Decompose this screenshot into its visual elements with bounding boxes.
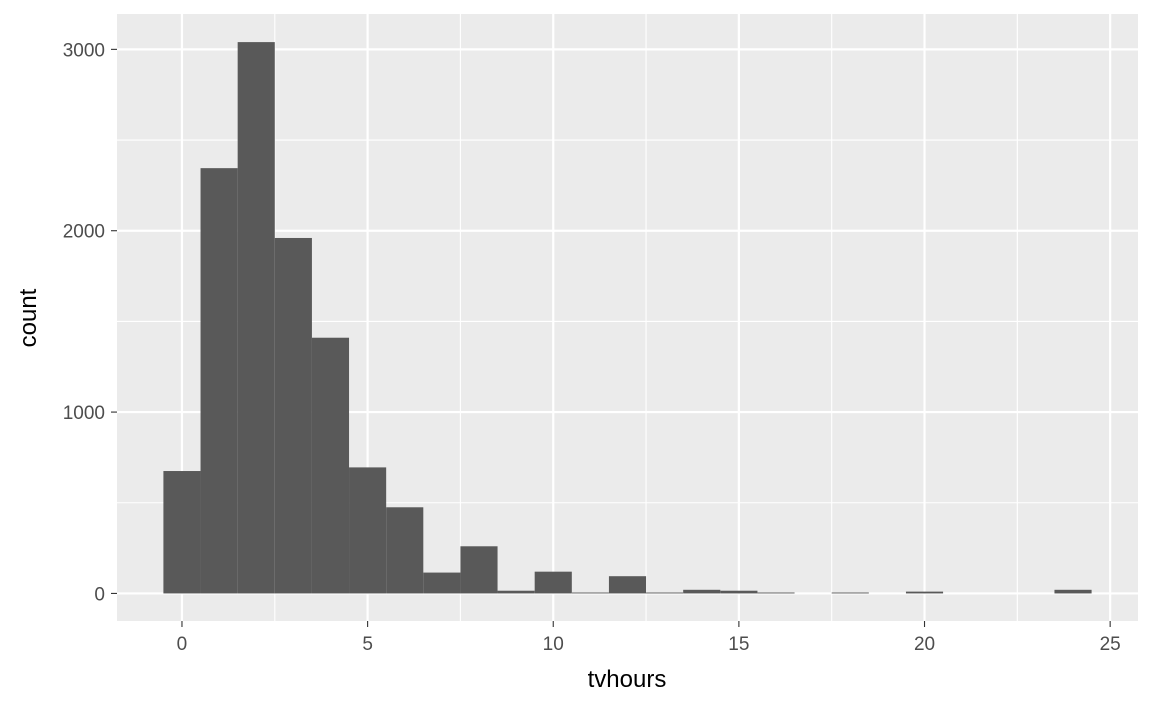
x-tick-label: 25 xyxy=(1100,634,1121,655)
y-axis-title: count xyxy=(15,288,42,347)
x-tick-label: 0 xyxy=(177,634,188,655)
histogram-bar xyxy=(423,572,461,594)
histogram-bars xyxy=(163,42,1092,594)
histogram-bar xyxy=(311,337,350,594)
histogram-bar xyxy=(349,467,387,594)
x-axis-title: tvhours xyxy=(588,666,667,693)
x-tick-label: 15 xyxy=(728,634,749,655)
histogram-bar xyxy=(683,589,721,594)
histogram-bar xyxy=(237,42,275,594)
y-tick-label: 2000 xyxy=(63,222,105,243)
histogram-bar xyxy=(497,590,535,594)
histogram-bar xyxy=(608,576,647,594)
histogram-bar xyxy=(386,507,424,594)
histogram-bar xyxy=(1054,589,1092,594)
histogram-bar xyxy=(274,237,312,594)
x-tick-label: 10 xyxy=(543,634,564,655)
histogram-bar xyxy=(831,592,869,594)
x-tick-label: 20 xyxy=(914,634,935,655)
histogram-bar xyxy=(534,571,572,594)
histogram-bar xyxy=(571,592,609,594)
x-tick-label: 5 xyxy=(362,634,373,655)
histogram-bar xyxy=(646,592,684,594)
y-tick-label: 3000 xyxy=(63,40,105,61)
minor-gridlines xyxy=(117,14,1138,621)
x-axis: 0 5 10 15 20 25 xyxy=(177,621,1121,655)
histogram-bar xyxy=(905,591,944,594)
histogram-bar xyxy=(757,592,795,594)
y-axis: 0 1000 2000 3000 xyxy=(63,40,117,605)
histogram-bar xyxy=(200,168,238,594)
histogram-bar xyxy=(720,590,758,594)
histogram-bar xyxy=(163,471,201,594)
y-tick-label: 0 xyxy=(94,584,105,605)
y-tick-label: 1000 xyxy=(63,403,105,424)
histogram-bar xyxy=(460,546,498,594)
